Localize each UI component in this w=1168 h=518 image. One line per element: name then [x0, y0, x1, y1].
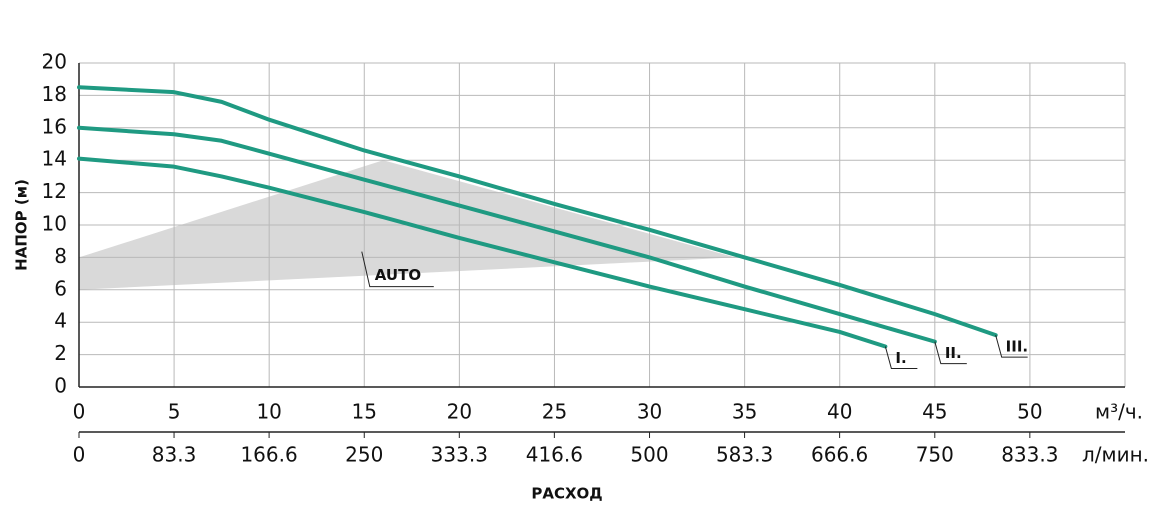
y-tick-label: 8: [54, 244, 67, 268]
x2-tick-label: 416.6: [526, 443, 583, 467]
y-axis-label: НАПОР (м): [13, 179, 31, 271]
x-unit: м³/ч.: [1095, 400, 1143, 424]
x2-tick-label: 833.3: [1001, 443, 1058, 467]
series-label: III.: [1006, 338, 1028, 356]
y-tick-label: 14: [42, 147, 67, 171]
x-tick-label: 25: [542, 400, 567, 424]
x-tick-label: 15: [352, 400, 377, 424]
y-tick-label: 16: [42, 114, 67, 138]
curve: [77, 125, 937, 344]
x2-tick-label: 666.6: [811, 443, 868, 467]
x-tick-label: 0: [73, 400, 86, 424]
x2-tick-label: 0: [73, 443, 86, 467]
x2-unit: л/мин.: [1082, 443, 1149, 467]
x-tick-label: 45: [922, 400, 947, 424]
series-label: II.: [945, 344, 962, 362]
x2-tick-label: 250: [345, 443, 383, 467]
x2-tick-label: 500: [630, 443, 668, 467]
y-tick-label: 0: [54, 374, 67, 398]
y-tick-label: 12: [42, 179, 67, 203]
x-tick-label: 20: [447, 400, 472, 424]
x-tick-label: 40: [827, 400, 852, 424]
x-tick-label: 50: [1017, 400, 1042, 424]
auto-leader: [361, 251, 434, 288]
label-leader: [934, 341, 967, 365]
y-tick-label: 20: [42, 50, 67, 74]
x2-tick-label: 583.3: [716, 443, 773, 467]
series-label: I.: [895, 349, 906, 367]
label-leader: [995, 335, 1028, 358]
y-tick-label: 2: [54, 341, 67, 365]
y-tick-label: 4: [54, 309, 67, 333]
x2-tick-label: 333.3: [431, 443, 488, 467]
label-leader: [884, 346, 918, 369]
curve: [77, 156, 888, 349]
x2-tick-label: 83.3: [152, 443, 197, 467]
y-tick-label: 18: [42, 82, 67, 106]
y-tick-label: 10: [42, 212, 67, 236]
x-tick-label: 5: [168, 400, 181, 424]
x-axis-label: РАСХОД: [531, 485, 602, 503]
y-tick-label: 6: [54, 276, 67, 300]
x-tick-label: 10: [256, 400, 281, 424]
curve: [77, 85, 998, 338]
x-tick-label: 30: [637, 400, 662, 424]
x2-tick-label: 166.6: [240, 443, 297, 467]
x2-tick-label: 750: [916, 443, 954, 467]
region-label: AUTO: [375, 266, 421, 284]
x-tick-label: 35: [732, 400, 757, 424]
